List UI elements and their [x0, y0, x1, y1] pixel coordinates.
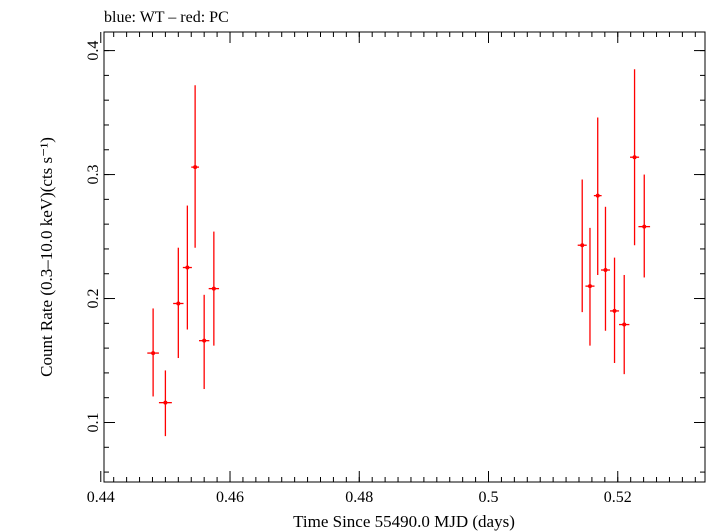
point-marker — [622, 322, 627, 327]
data-point — [610, 257, 620, 363]
x-tick-label: 0.52 — [604, 489, 632, 506]
y-axis-ticks: 0.1 0.2 0.3 0.4 — [85, 41, 705, 473]
point-marker — [595, 193, 600, 198]
data-point — [619, 274, 630, 375]
data-point — [158, 370, 172, 437]
point-marker — [176, 301, 181, 306]
x-tick-label: 0.5 — [479, 489, 499, 506]
point-marker — [211, 286, 216, 291]
data-point — [173, 247, 184, 359]
y-axis-title: Count Rate (0.3–10.0 keV)(cts s⁻¹) — [37, 137, 56, 377]
x-axis-title: Time Since 55490.0 MJD (days) — [293, 512, 515, 531]
point-marker — [642, 224, 647, 229]
x-tick-label: 0.44 — [87, 489, 115, 506]
chart-title: blue: WT – red: PC — [104, 9, 229, 26]
y-tick-label: 0.3 — [85, 165, 102, 185]
data-point — [191, 85, 199, 248]
point-marker — [202, 338, 207, 343]
x-axis-ticks: 0.44 0.46 0.48 0.5 0.52 — [87, 32, 696, 506]
point-marker — [603, 268, 608, 273]
point-marker — [632, 155, 637, 160]
point-marker — [587, 284, 592, 289]
data-point — [593, 117, 602, 275]
data-point — [585, 227, 595, 346]
data-point — [638, 174, 651, 278]
point-marker — [612, 308, 617, 313]
data-point — [208, 231, 220, 346]
point-marker — [193, 165, 198, 170]
point-marker — [580, 243, 585, 248]
data-point — [147, 308, 159, 397]
x-tick-label: 0.48 — [345, 489, 373, 506]
data-point — [630, 69, 640, 246]
y-tick-label: 0.1 — [85, 412, 102, 432]
x-tick-label: 0.46 — [216, 489, 244, 506]
y-tick-label: 0.4 — [85, 41, 102, 61]
data-point — [577, 179, 587, 313]
plot-frame — [103, 31, 706, 483]
y-tick-label: 0.2 — [85, 289, 102, 309]
data-point — [182, 205, 192, 330]
data-point — [600, 206, 611, 331]
point-marker — [185, 265, 190, 270]
data-points — [147, 69, 651, 437]
point-marker — [151, 351, 156, 356]
point-marker — [163, 400, 168, 405]
data-point — [198, 294, 210, 390]
